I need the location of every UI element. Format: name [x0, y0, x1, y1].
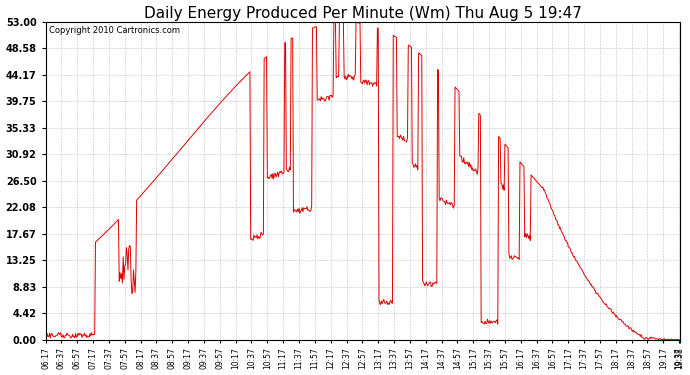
Text: Copyright 2010 Cartronics.com: Copyright 2010 Cartronics.com: [49, 27, 180, 36]
Title: Daily Energy Produced Per Minute (Wm) Thu Aug 5 19:47: Daily Energy Produced Per Minute (Wm) Th…: [144, 6, 582, 21]
